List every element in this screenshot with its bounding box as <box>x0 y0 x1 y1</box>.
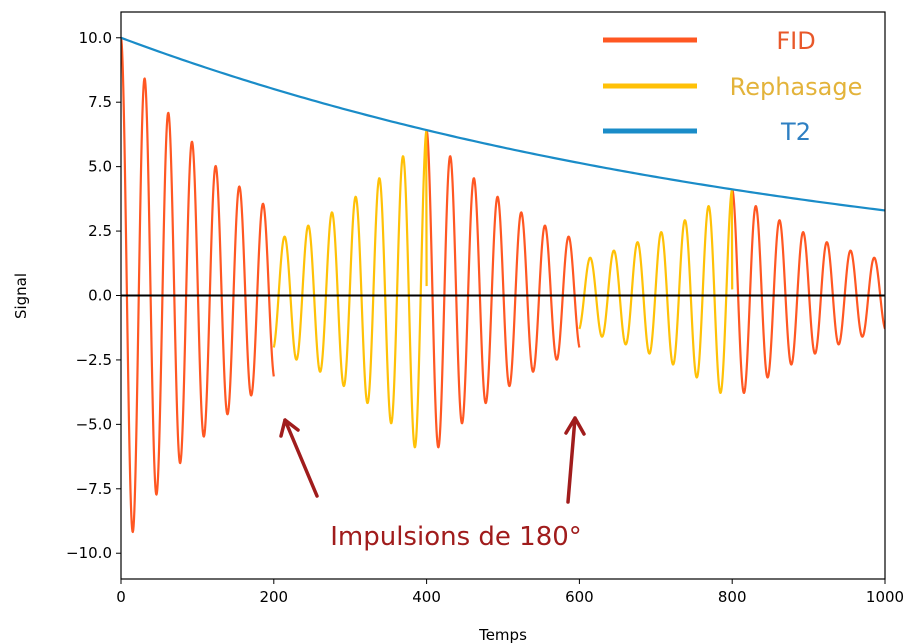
series-line-fid <box>121 37 275 534</box>
y-tick-label: −2.5 <box>76 351 112 369</box>
y-tick-label: 10.0 <box>79 29 112 47</box>
x-tick-label: 200 <box>259 588 288 606</box>
x-axis-label: Temps <box>478 626 527 644</box>
x-tick-label: 400 <box>412 588 441 606</box>
x-tick-label: 0 <box>116 588 126 606</box>
annotation-text: Impulsions de 180° <box>330 522 582 552</box>
x-tick-label: 600 <box>565 588 594 606</box>
legend: FID Rephasage T2 <box>603 27 862 146</box>
legend-label-rephasage: Rephasage <box>730 73 863 101</box>
series-line-rephasage <box>578 189 734 394</box>
series-layer <box>121 36 885 534</box>
annotation-arrow-right <box>564 416 586 504</box>
annotation: Impulsions de 180° <box>279 416 586 552</box>
y-tick-label: 2.5 <box>88 222 112 240</box>
x-axis: 0 200 400 600 800 1000 <box>116 579 904 606</box>
y-tick-label: −10.0 <box>66 544 112 562</box>
annotation-arrow-left <box>279 418 319 498</box>
y-axis: −10.0 −7.5 −5.0 −2.5 0.0 2.5 5.0 7.5 10.0 <box>66 29 121 562</box>
y-tick-label: 0.0 <box>88 287 112 305</box>
series-line-rephasage <box>272 130 428 449</box>
y-axis-label: Signal <box>12 273 30 319</box>
series-line-fid <box>731 188 885 394</box>
legend-label-fid: FID <box>776 27 815 55</box>
y-tick-label: 7.5 <box>88 93 112 111</box>
y-tick-label: 5.0 <box>88 158 112 176</box>
series-line-t2 <box>121 36 885 212</box>
y-tick-label: −7.5 <box>76 480 112 498</box>
x-tick-label: 800 <box>718 588 747 606</box>
legend-label-t2: T2 <box>780 118 811 146</box>
x-tick-label: 1000 <box>866 588 904 606</box>
series-line-fid <box>425 129 581 449</box>
y-tick-label: −5.0 <box>76 415 112 433</box>
